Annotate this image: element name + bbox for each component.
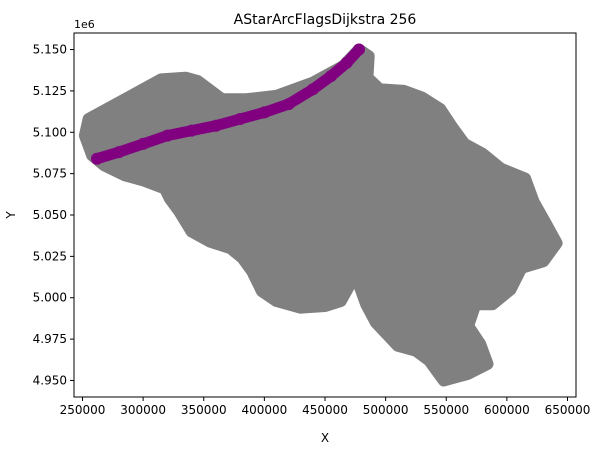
x-tick-label: 650000 [545, 403, 591, 417]
x-axis: 250000 300000 350000 400000 450000 500000 5500… [60, 397, 591, 417]
y-axis-label: Y [4, 211, 18, 220]
y-tick-label: 5.000 [33, 291, 67, 305]
visited-node-point [340, 56, 353, 69]
visited-node-point [161, 129, 174, 142]
visited-node-point [91, 152, 103, 165]
visited-node-point [209, 119, 222, 132]
y-tick-label: 5.100 [33, 125, 67, 139]
visited-node-point [185, 124, 198, 137]
x-tick-label: 500000 [363, 403, 409, 417]
visited-node-point [137, 137, 150, 150]
y-tick-label: 4.975 [33, 332, 67, 346]
x-tick-label: 450000 [302, 403, 348, 417]
x-tick-label: 350000 [181, 403, 227, 417]
y-axis-offset-label: 1e6 [74, 18, 95, 31]
x-tick-label: 550000 [423, 403, 469, 417]
visited-node-point [258, 106, 271, 119]
y-tick-label: 5.150 [33, 43, 67, 57]
plot-area [78, 43, 563, 387]
visited-node-point [353, 43, 365, 56]
visited-nodes-series [91, 43, 365, 165]
visited-node-point [306, 83, 319, 96]
x-tick-label: 300000 [120, 403, 166, 417]
y-tick-label: 5.125 [33, 84, 67, 98]
y-tick-label: 4.950 [33, 373, 67, 387]
y-tick-label: 5.025 [33, 249, 67, 263]
y-tick-label: 5.075 [33, 167, 67, 181]
visited-node-point [282, 98, 295, 111]
visited-node-point [112, 146, 125, 159]
chart-title: AStarArcFlagsDijkstra 256 [234, 12, 417, 28]
x-axis-label: X [321, 431, 329, 445]
x-tick-label: 600000 [484, 403, 530, 417]
x-tick-label: 400000 [241, 403, 287, 417]
visited-node-point [234, 113, 247, 125]
x-tick-label: 250000 [60, 403, 106, 417]
visited-node-point [325, 70, 338, 82]
y-tick-label: 5.050 [33, 208, 67, 222]
y-axis: 4.950 4.975 5.000 5.025 5.050 5.075 5.100 5.125… [33, 43, 74, 387]
